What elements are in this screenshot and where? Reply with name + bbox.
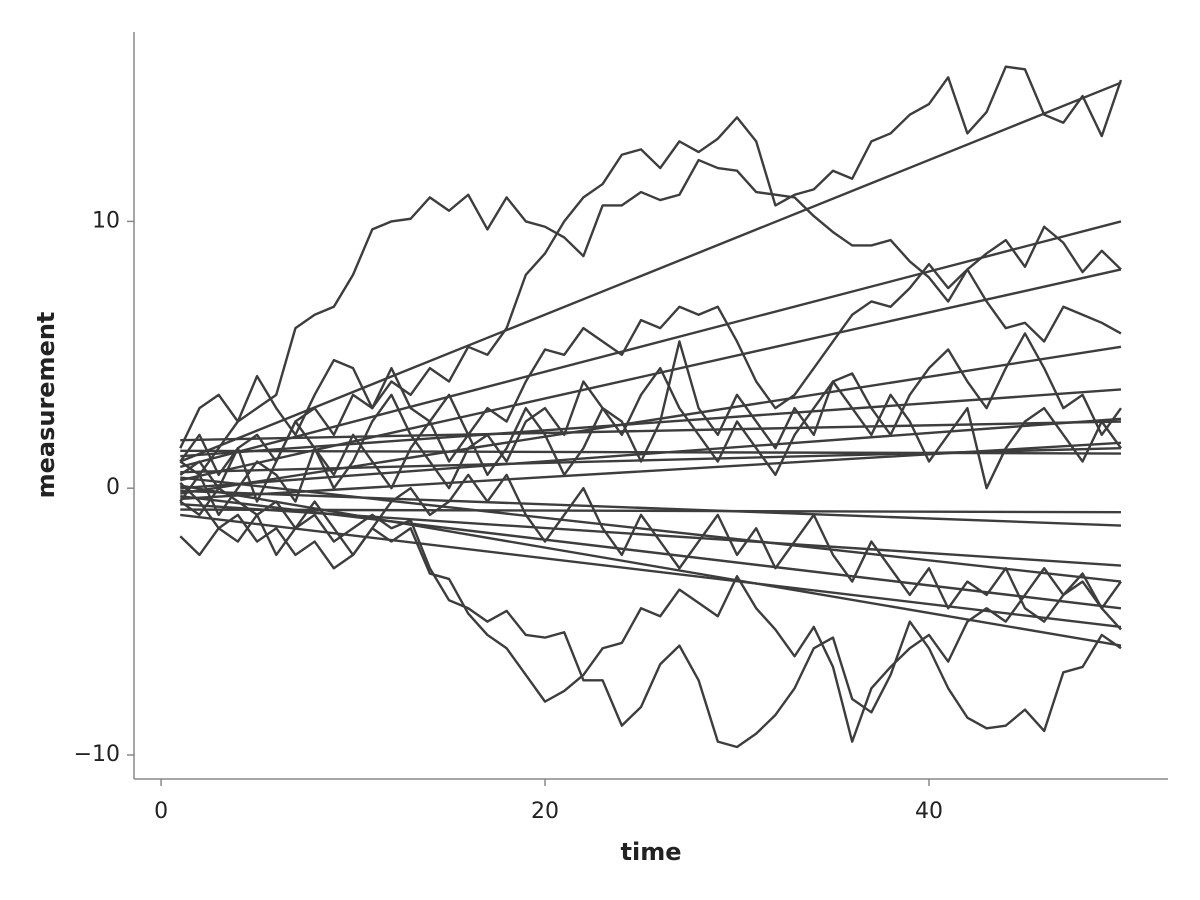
- series-line: [179, 487, 1122, 749]
- x-tick-label: 20: [531, 799, 559, 824]
- series-line: [180, 513, 1122, 629]
- series-line: [179, 65, 1123, 490]
- series-line: [180, 476, 1122, 583]
- series-line: [179, 220, 1122, 469]
- y-tick-label: 0: [106, 475, 120, 500]
- x-tick-label: 0: [154, 799, 168, 824]
- x-axis-title: time: [621, 838, 682, 866]
- series-line: [180, 388, 1122, 458]
- y-tick-label: −10: [74, 742, 120, 767]
- series-line: [180, 268, 1122, 482]
- series-line: [180, 484, 1122, 647]
- y-tick-label: 10: [92, 208, 120, 233]
- x-tick-label: 40: [915, 799, 943, 824]
- series-line: [179, 81, 1122, 463]
- series-line: [180, 508, 1121, 514]
- y-axis-title: measurement: [32, 312, 60, 499]
- series-line: [180, 495, 1122, 610]
- series-line: [179, 262, 1122, 449]
- series-line: [180, 417, 1122, 490]
- series-line: [179, 332, 1122, 503]
- series-line: [179, 482, 1122, 743]
- series-line: [180, 420, 1121, 442]
- series-line: [179, 158, 1122, 477]
- series-line: [180, 489, 1122, 527]
- series-line: [180, 449, 1121, 455]
